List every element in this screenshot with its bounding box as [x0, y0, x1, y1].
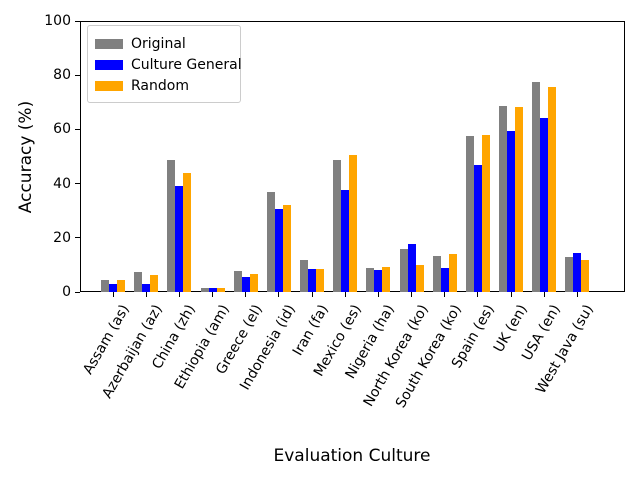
x-tick-mark	[212, 292, 213, 297]
y-tick-label: 100	[44, 13, 71, 29]
bar-original	[134, 272, 143, 292]
bar-original	[167, 160, 176, 292]
bar-original	[465, 136, 474, 292]
bar-culture-general	[374, 269, 383, 292]
original-swatch-icon	[95, 38, 123, 49]
x-tick-mark	[245, 292, 247, 297]
x-tick-mark	[278, 292, 280, 297]
legend-label-culture-general: Culture General	[131, 56, 242, 73]
x-tick-mark	[311, 292, 313, 297]
bar-original	[565, 257, 574, 292]
bar-random	[216, 287, 225, 292]
bar-random	[415, 264, 424, 292]
culture-general-swatch-icon	[95, 59, 123, 70]
bar-culture-general	[274, 208, 283, 292]
legend: Original Culture General Random	[87, 25, 242, 103]
x-tick-mark	[377, 292, 379, 297]
bar-original	[266, 191, 275, 292]
bar-original	[333, 160, 342, 292]
bar-original	[101, 280, 109, 292]
bar-original	[233, 270, 242, 292]
bar-culture-general	[208, 288, 217, 292]
y-axis-title: Accuracy (%)	[16, 100, 36, 214]
bar-culture-general	[507, 130, 516, 292]
legend-entry-original: Original	[95, 33, 232, 54]
bar-original	[532, 81, 541, 292]
x-tick-mark	[576, 292, 578, 297]
bar-random	[481, 134, 490, 292]
y-tick-mark	[75, 183, 80, 185]
x-tick-mark	[411, 292, 413, 297]
random-swatch-icon	[95, 80, 123, 91]
bar-random	[448, 253, 457, 292]
x-tick-mark	[178, 292, 180, 297]
x-tick-mark	[477, 292, 479, 297]
bar-random	[150, 274, 159, 292]
y-tick-label: 80	[53, 67, 71, 84]
y-tick-mark	[75, 20, 80, 22]
bar-random	[282, 205, 291, 292]
bar-culture-general	[407, 243, 416, 292]
bar-culture-general	[440, 267, 449, 292]
y-tick-label: 0	[62, 284, 71, 300]
bar-original	[399, 248, 408, 292]
bar-culture-general	[175, 186, 184, 292]
bar-original	[300, 260, 309, 292]
y-tick-mark	[75, 291, 80, 293]
bar-culture-general	[109, 283, 117, 292]
bar-random	[249, 273, 258, 292]
bar-random	[515, 107, 524, 292]
bar-original	[366, 267, 375, 292]
bar-random	[117, 280, 125, 292]
bar-original	[499, 105, 508, 292]
bar-random	[548, 86, 557, 292]
legend-label-original: Original	[131, 35, 186, 52]
bar-random	[316, 269, 325, 292]
legend-label-random: Random	[131, 77, 189, 94]
bar-culture-general	[241, 276, 250, 292]
y-tick-mark	[75, 237, 80, 239]
bar-culture-general	[540, 118, 549, 292]
x-tick-mark	[112, 292, 114, 297]
bar-culture-general	[308, 268, 317, 292]
bar-random	[183, 172, 192, 292]
bar-original	[200, 287, 209, 292]
bar-culture-general	[473, 164, 482, 292]
y-tick-mark	[75, 128, 80, 130]
y-tick-label: 20	[53, 229, 71, 246]
bar-culture-general	[341, 190, 350, 292]
y-tick-mark	[75, 74, 80, 76]
bar-culture-general	[573, 252, 582, 292]
y-tick-label: 60	[53, 121, 71, 138]
bar-original	[432, 256, 441, 292]
y-tick-label: 40	[53, 175, 71, 192]
bar-culture-general	[142, 283, 151, 292]
x-tick-mark	[510, 292, 512, 297]
x-tick-mark	[344, 292, 346, 297]
legend-entry-culture-general: Culture General	[95, 54, 242, 75]
bar-random	[349, 154, 358, 292]
x-tick-mark	[543, 292, 545, 297]
x-tick-mark	[145, 292, 147, 297]
x-tick-mark	[444, 292, 446, 297]
legend-entry-random: Random	[95, 75, 232, 96]
x-axis-title: Evaluation Culture	[273, 446, 431, 466]
bar-random	[382, 267, 391, 292]
bar-random	[581, 260, 590, 292]
